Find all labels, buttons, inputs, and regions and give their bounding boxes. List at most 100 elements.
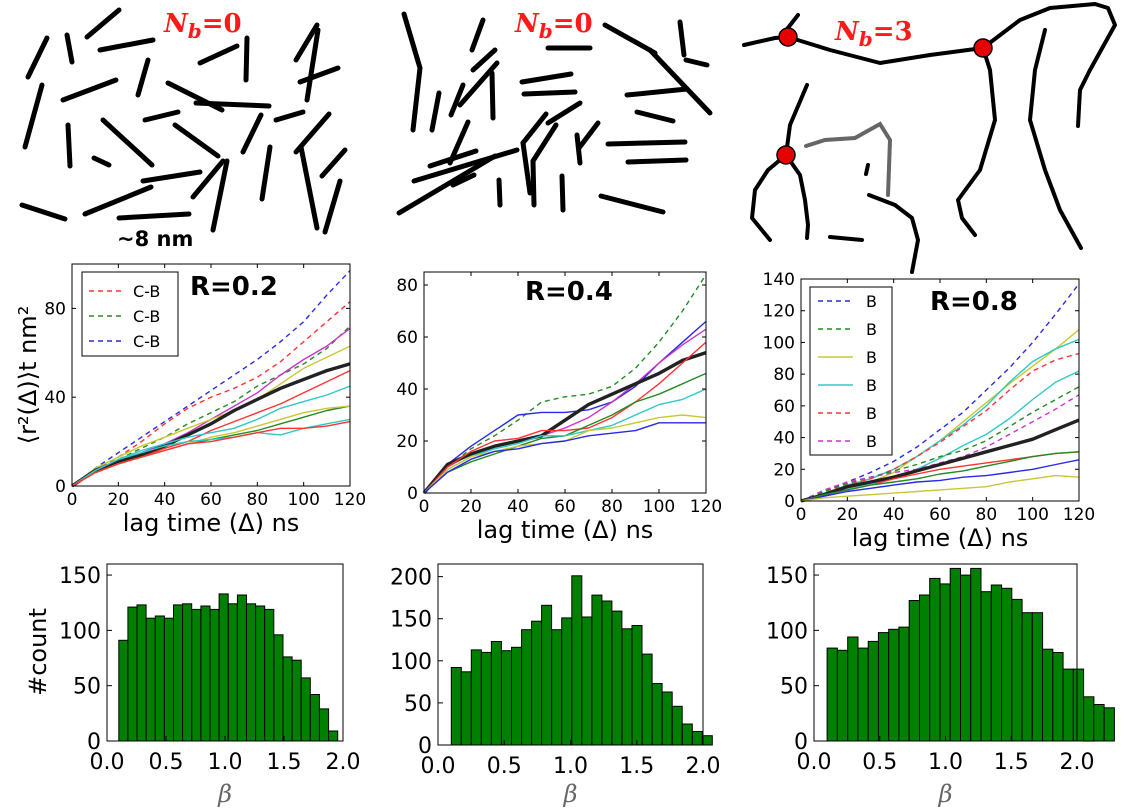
x-tick-label: 0 (419, 497, 430, 517)
nb-label-3: Nb=3 (834, 17, 913, 51)
legend-label: B (866, 348, 877, 367)
histogram-bar (236, 594, 247, 742)
nb-label-2: Nb=0 (514, 9, 593, 43)
y-tick-label: 140 (763, 270, 795, 290)
histogram-bar (118, 639, 129, 742)
y-tick-label: 40 (396, 380, 418, 400)
histogram-bar (511, 646, 522, 746)
x-axis-label: lag time (Δ) ns (477, 516, 654, 544)
histogram-bar (291, 659, 302, 742)
histogram-bar (651, 683, 663, 746)
y-axis-label: #count (24, 608, 52, 696)
histogram-bar (218, 593, 229, 742)
chart-title: R=0.8 (930, 287, 1018, 317)
histogram-bar (145, 617, 156, 742)
x-tick-label: 0.5 (862, 750, 897, 775)
histogram-bar (908, 600, 921, 742)
x-tick-label: 20 (108, 490, 130, 510)
nb-label-1: Nb=0 (163, 9, 242, 43)
histogram-bar (836, 649, 849, 742)
histogram-bar (255, 605, 266, 742)
histogram-bar (949, 567, 962, 742)
series-line-10 (800, 459, 1080, 502)
beta-histogram-2: 0.0 0.5 1.0 1.5 2.0 0 50 100 150 200 β (390, 563, 721, 808)
histogram-bar (888, 628, 900, 742)
histogram-bar (282, 656, 293, 742)
series-line-3 (422, 350, 707, 495)
histogram-bar (1001, 587, 1013, 742)
rods-panel-1 (19, 7, 348, 235)
x-tick-label: 60 (554, 497, 576, 517)
y-tick-label: 0 (794, 730, 808, 755)
x-tick-label: 120 (690, 497, 722, 517)
histogram-bar (264, 608, 275, 742)
histogram-bar (681, 723, 693, 746)
histogram-bar (1072, 668, 1085, 742)
x-tick-label: 40 (883, 505, 905, 525)
x-tick-label: 2.0 (1060, 750, 1095, 775)
histogram-bar (490, 641, 502, 746)
histogram-bar (1083, 696, 1095, 742)
histogram-bar (480, 651, 492, 746)
histogram-bar (450, 667, 462, 746)
series-line-4 (71, 345, 351, 487)
x-tick-label: 0.0 (797, 750, 832, 775)
legend-label: B (866, 376, 877, 395)
histogram-bar (551, 629, 563, 746)
series-line-11 (71, 420, 351, 487)
legend-label: C-B (133, 332, 160, 351)
chart-title: R=0.2 (190, 272, 278, 302)
series-line-0 (800, 283, 1080, 502)
histogram-bar (581, 616, 593, 746)
x-tick-label: 100 (1016, 505, 1048, 525)
histogram-bar (191, 608, 202, 742)
histogram-bar (309, 694, 320, 742)
x-axis-label: β (563, 780, 578, 808)
y-tick-label: 40 (773, 429, 795, 449)
histogram-bar (980, 591, 992, 742)
x-tick-label: 0.5 (487, 754, 522, 779)
x-tick-label: 0.5 (149, 750, 184, 775)
histogram-bar (701, 735, 713, 746)
x-axis-label: β (938, 780, 953, 808)
histogram-bar (470, 649, 482, 746)
y-tick-label: 0 (55, 477, 66, 497)
histogram-bar (671, 705, 683, 746)
faded-rod (804, 121, 893, 197)
y-tick-label: 50 (73, 675, 101, 700)
histogram-bar (1093, 704, 1105, 742)
x-tick-label: 2.0 (686, 754, 721, 779)
histogram-bar (867, 640, 880, 742)
histogram-bar (154, 615, 165, 742)
y-tick-label: 100 (390, 650, 432, 675)
histogram-bar (328, 730, 339, 742)
histogram-bar (136, 604, 147, 742)
y-tick-label: 0 (418, 734, 432, 759)
histogram-bar (501, 650, 512, 746)
y-tick-label: 0 (407, 484, 418, 504)
x-tick-label: 1.0 (928, 750, 963, 775)
series-line-11 (800, 474, 1080, 502)
legend-label: B (866, 320, 877, 339)
histogram-bar (631, 625, 643, 746)
histogram-bar (246, 603, 257, 742)
beta-histogram-1: 0.0 0.5 1.0 1.5 2.0 0 50 100 150 β #count (24, 563, 361, 808)
branch-points (776, 27, 993, 165)
series-line-8 (800, 451, 1080, 502)
histogram-bar (857, 647, 869, 742)
histogram-bar (1031, 612, 1044, 742)
histogram-bar (877, 632, 890, 742)
series-line-2 (71, 325, 351, 487)
series-line-7 (71, 385, 351, 487)
series-line-4 (423, 341, 707, 494)
legend-label: C-B (133, 282, 160, 301)
histogram-bar (691, 731, 703, 746)
network-panel-3 (742, 2, 1117, 274)
histogram-bar (960, 574, 972, 742)
histogram-bar (929, 577, 941, 742)
series-line-8 (423, 422, 706, 494)
beta-histogram-3: 0.0 0.5 1.0 1.5 2.0 0 50 100 150 β (766, 563, 1115, 808)
y-tick-label: 20 (396, 432, 418, 452)
series-line-5 (71, 362, 351, 488)
